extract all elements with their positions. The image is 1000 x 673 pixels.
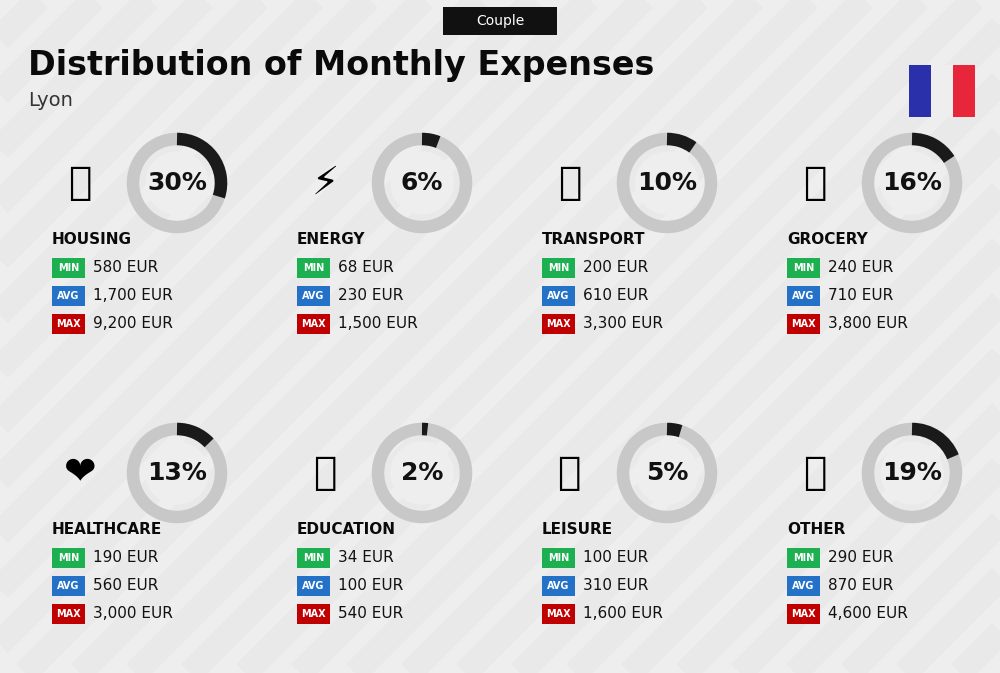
FancyBboxPatch shape (931, 65, 953, 117)
Text: MIN: MIN (793, 553, 814, 563)
FancyBboxPatch shape (542, 286, 575, 306)
FancyBboxPatch shape (297, 548, 330, 568)
Text: 580 EUR: 580 EUR (93, 260, 158, 275)
FancyBboxPatch shape (787, 604, 820, 624)
Text: ⚡: ⚡ (311, 164, 339, 202)
FancyBboxPatch shape (52, 258, 85, 278)
FancyBboxPatch shape (542, 548, 575, 568)
Text: AVG: AVG (547, 291, 570, 301)
Text: MIN: MIN (548, 553, 569, 563)
FancyBboxPatch shape (909, 65, 931, 117)
Text: Lyon: Lyon (28, 92, 73, 110)
Text: AVG: AVG (792, 581, 815, 591)
Text: MAX: MAX (546, 319, 571, 329)
Text: 9,200 EUR: 9,200 EUR (93, 316, 173, 332)
Text: 290 EUR: 290 EUR (828, 551, 893, 565)
FancyBboxPatch shape (297, 286, 330, 306)
Text: 200 EUR: 200 EUR (583, 260, 648, 275)
FancyBboxPatch shape (297, 604, 330, 624)
Text: MAX: MAX (791, 319, 816, 329)
Text: MIN: MIN (58, 263, 79, 273)
Text: EDUCATION: EDUCATION (297, 522, 396, 538)
Text: GROCERY: GROCERY (787, 232, 868, 248)
Circle shape (145, 151, 209, 215)
Text: MAX: MAX (791, 609, 816, 619)
Text: MIN: MIN (793, 263, 814, 273)
Text: MAX: MAX (56, 609, 81, 619)
FancyBboxPatch shape (52, 314, 85, 334)
Text: 100 EUR: 100 EUR (583, 551, 648, 565)
Text: MIN: MIN (548, 263, 569, 273)
Text: 🎓: 🎓 (313, 454, 337, 492)
Text: ENERGY: ENERGY (297, 232, 366, 248)
Circle shape (145, 441, 209, 505)
Text: 310 EUR: 310 EUR (583, 579, 648, 594)
Text: Couple: Couple (476, 14, 524, 28)
FancyBboxPatch shape (442, 7, 557, 35)
Text: 4,600 EUR: 4,600 EUR (828, 606, 908, 621)
Text: 230 EUR: 230 EUR (338, 289, 403, 304)
Text: 560 EUR: 560 EUR (93, 579, 158, 594)
Circle shape (880, 441, 944, 505)
FancyBboxPatch shape (52, 604, 85, 624)
FancyBboxPatch shape (953, 65, 975, 117)
Text: 19%: 19% (882, 461, 942, 485)
Text: 3,300 EUR: 3,300 EUR (583, 316, 663, 332)
Circle shape (880, 151, 944, 215)
FancyBboxPatch shape (542, 258, 575, 278)
Circle shape (390, 441, 454, 505)
FancyBboxPatch shape (787, 314, 820, 334)
Text: MAX: MAX (546, 609, 571, 619)
FancyBboxPatch shape (52, 286, 85, 306)
Text: 👛: 👛 (803, 454, 827, 492)
Text: MAX: MAX (301, 609, 326, 619)
FancyBboxPatch shape (297, 576, 330, 596)
Circle shape (635, 441, 699, 505)
Text: 🚌: 🚌 (558, 164, 582, 202)
Text: 1,500 EUR: 1,500 EUR (338, 316, 418, 332)
Text: 2%: 2% (401, 461, 443, 485)
Text: 610 EUR: 610 EUR (583, 289, 648, 304)
Text: 6%: 6% (401, 171, 443, 195)
Text: AVG: AVG (547, 581, 570, 591)
Text: HOUSING: HOUSING (52, 232, 132, 248)
FancyBboxPatch shape (787, 258, 820, 278)
Text: 10%: 10% (637, 171, 697, 195)
Text: 13%: 13% (147, 461, 207, 485)
Text: 🏢: 🏢 (68, 164, 92, 202)
Text: MAX: MAX (301, 319, 326, 329)
Text: AVG: AVG (302, 581, 325, 591)
Text: Distribution of Monthly Expenses: Distribution of Monthly Expenses (28, 48, 654, 81)
Text: 5%: 5% (646, 461, 688, 485)
Circle shape (390, 151, 454, 215)
Text: MIN: MIN (303, 263, 324, 273)
Text: 16%: 16% (882, 171, 942, 195)
Text: 1,700 EUR: 1,700 EUR (93, 289, 173, 304)
Text: AVG: AVG (302, 291, 325, 301)
Text: OTHER: OTHER (787, 522, 845, 538)
Text: 3,800 EUR: 3,800 EUR (828, 316, 908, 332)
FancyBboxPatch shape (297, 258, 330, 278)
FancyBboxPatch shape (787, 576, 820, 596)
FancyBboxPatch shape (787, 548, 820, 568)
FancyBboxPatch shape (52, 548, 85, 568)
Text: 540 EUR: 540 EUR (338, 606, 403, 621)
Text: 100 EUR: 100 EUR (338, 579, 403, 594)
Text: 68 EUR: 68 EUR (338, 260, 394, 275)
Text: 🛍️: 🛍️ (558, 454, 582, 492)
Text: TRANSPORT: TRANSPORT (542, 232, 646, 248)
Text: 1,600 EUR: 1,600 EUR (583, 606, 663, 621)
Text: 870 EUR: 870 EUR (828, 579, 893, 594)
Text: 710 EUR: 710 EUR (828, 289, 893, 304)
Text: HEALTHCARE: HEALTHCARE (52, 522, 162, 538)
Text: 240 EUR: 240 EUR (828, 260, 893, 275)
Text: 🛒: 🛒 (803, 164, 827, 202)
FancyBboxPatch shape (787, 286, 820, 306)
Text: MIN: MIN (303, 553, 324, 563)
Text: 3,000 EUR: 3,000 EUR (93, 606, 173, 621)
Text: ❤️: ❤️ (64, 454, 96, 492)
FancyBboxPatch shape (542, 604, 575, 624)
FancyBboxPatch shape (542, 576, 575, 596)
Text: MAX: MAX (56, 319, 81, 329)
